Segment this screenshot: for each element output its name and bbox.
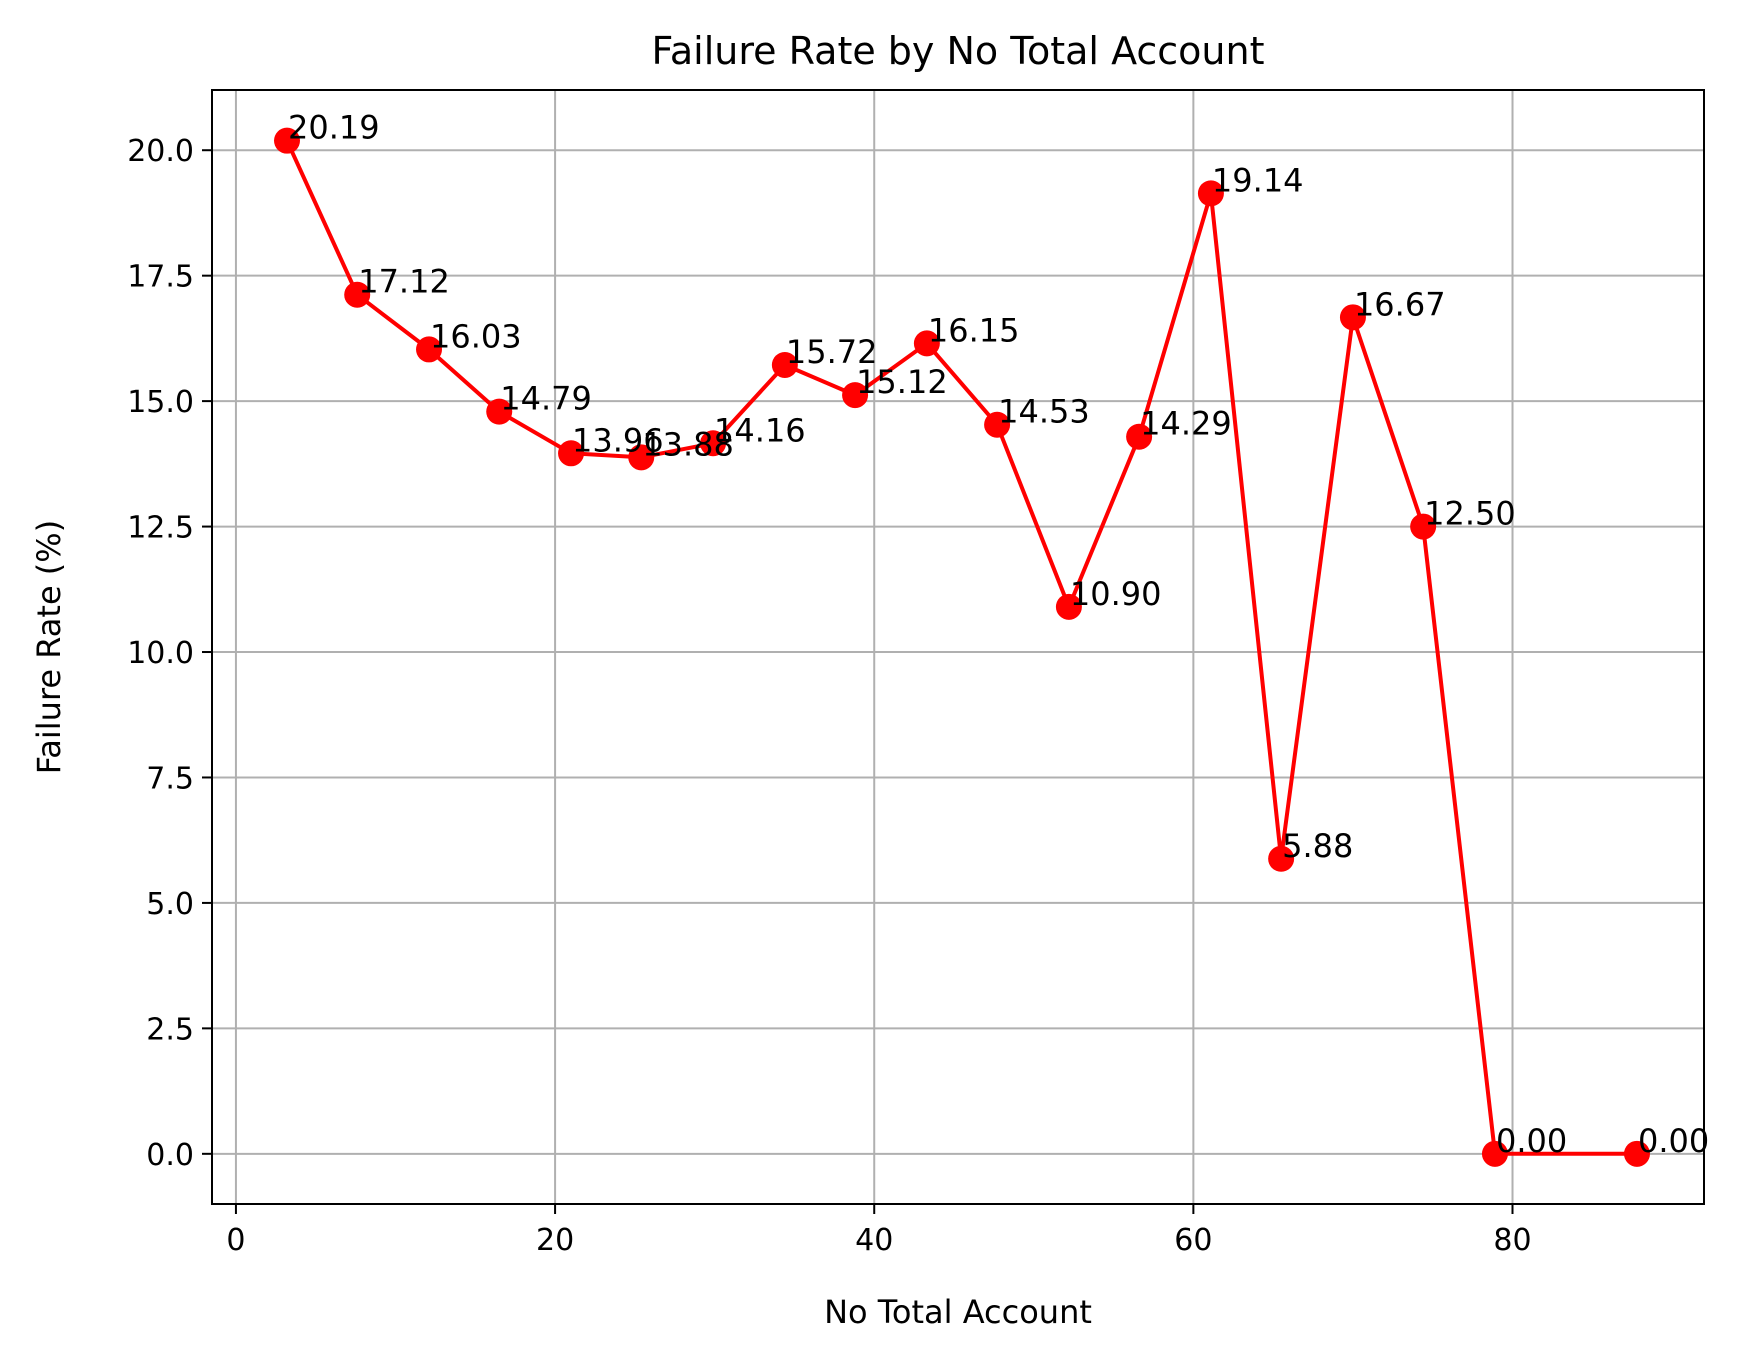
x-axis-label: No Total Account [824,1293,1092,1331]
data-label: 10.90 [1070,575,1162,613]
data-point [771,351,798,378]
x-tick-label: 20 [536,1223,574,1258]
y-axis-label: Failure Rate (%) [30,520,68,774]
data-label: 16.15 [928,311,1020,349]
data-point [1410,513,1437,540]
data-label: 13.96 [572,421,664,459]
y-tick-label: 12.5 [127,511,194,546]
y-tick-label: 10.0 [127,636,194,671]
axis-ticks: 0 20 40 60 80 0.0 2.5 5.0 7.5 10.0 12.5 15.0 17.5 20.… [127,134,1531,1258]
y-tick-label: 2.5 [146,1012,194,1047]
grid-lines [212,90,1704,1204]
data-point [558,440,585,467]
data-point [1268,845,1295,872]
data-point [913,330,940,357]
data-label: 20.19 [288,109,380,147]
data-point [700,430,727,457]
data-point [416,336,443,363]
data-point [1623,1140,1650,1167]
y-tick-label: 7.5 [146,761,194,796]
y-tick-label: 0.0 [146,1138,194,1173]
data-label: 16.03 [430,317,522,355]
plot-area-frame [211,89,1705,1205]
data-label: 0.00 [1638,1122,1709,1160]
data-label: 5.88 [1282,827,1353,865]
data-point [273,127,300,154]
data-label: 15.12 [856,363,948,401]
data-point [486,398,513,425]
data-label: 14.53 [998,393,1090,431]
data-label: 17.12 [358,263,450,301]
data-point [842,382,869,409]
x-tick-label: 0 [226,1223,245,1258]
data-label: 14.29 [1140,405,1232,443]
data-point [984,411,1011,438]
data-label: 19.14 [1212,161,1304,199]
x-tick-label: 60 [1174,1223,1212,1258]
y-tick-label: 20.0 [127,134,194,169]
data-point [1339,304,1366,331]
data-point [1126,423,1153,450]
chart-title: Failure Rate by No Total Account [651,29,1264,73]
data-point [1481,1140,1508,1167]
data-label: 14.79 [500,380,592,418]
data-label: 13.88 [642,425,734,463]
x-tick-label: 80 [1493,1223,1531,1258]
data-label: 0.00 [1496,1122,1567,1160]
data-point [1055,593,1082,620]
data-label: 14.16 [714,411,806,449]
x-tick-label: 40 [855,1223,893,1258]
data-point [1197,180,1224,207]
y-tick-label: 5.0 [146,887,194,922]
data-point [344,281,371,308]
data-label: 15.72 [786,333,878,371]
y-tick-label: 17.5 [127,260,194,295]
data-label: 16.67 [1354,285,1446,323]
y-tick-label: 15.0 [127,385,194,420]
series-failure-rate [273,127,1650,1167]
data-label: 12.50 [1424,495,1516,533]
data-point [628,444,655,471]
